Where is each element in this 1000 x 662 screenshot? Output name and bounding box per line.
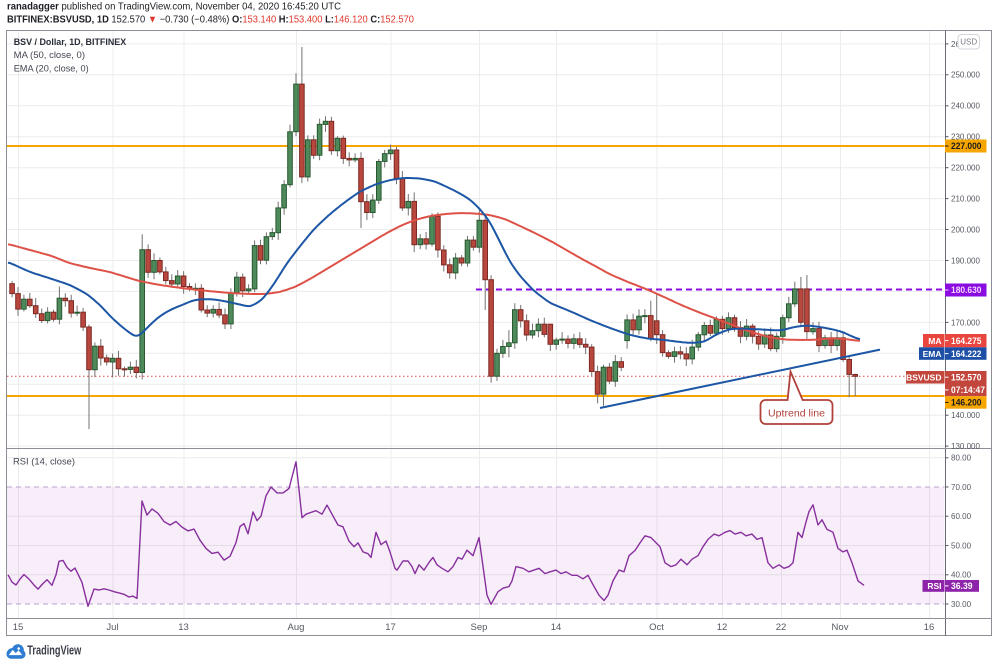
svg-text:40.00: 40.00 (951, 571, 972, 580)
svg-text:140.000: 140.000 (951, 411, 980, 420)
svg-text:22: 22 (776, 622, 787, 633)
svg-text:Oct: Oct (649, 622, 664, 633)
svg-text:RSI: RSI (927, 581, 941, 591)
svg-text:70.00: 70.00 (951, 483, 972, 492)
svg-text:BSV / Dollar, 1D, BITFINEX: BSV / Dollar, 1D, BITFINEX (14, 37, 127, 48)
svg-text:Nov: Nov (832, 622, 849, 633)
svg-text:13: 13 (178, 622, 189, 633)
svg-text:EMA (20, close, 0): EMA (20, close, 0) (14, 63, 89, 74)
svg-text:Sep: Sep (471, 622, 488, 633)
svg-text:07:14:47: 07:14:47 (951, 385, 985, 395)
svg-text:146.200: 146.200 (951, 398, 982, 408)
svg-text:250.000: 250.000 (951, 71, 980, 80)
svg-text:200.000: 200.000 (951, 225, 980, 234)
svg-text:190.000: 190.000 (951, 256, 980, 265)
svg-text:17: 17 (385, 622, 396, 633)
svg-text:170.000: 170.000 (951, 318, 980, 327)
svg-text:220.000: 220.000 (951, 164, 980, 173)
svg-text:230.000: 230.000 (951, 133, 980, 142)
svg-text:152.570: 152.570 (951, 372, 982, 382)
svg-text:12: 12 (717, 622, 728, 633)
svg-text:210.000: 210.000 (951, 195, 980, 204)
svg-text:80.00: 80.00 (951, 454, 972, 463)
svg-text:130.000: 130.000 (951, 442, 980, 451)
svg-text:14: 14 (551, 622, 562, 633)
svg-text:MA: MA (928, 336, 941, 346)
svg-text:Aug: Aug (288, 622, 305, 633)
svg-text:TradingView: TradingView (27, 643, 81, 657)
svg-text:15: 15 (13, 622, 24, 633)
svg-text:227.000: 227.000 (951, 141, 982, 151)
svg-text:Jul: Jul (106, 622, 118, 633)
svg-text:RSI (14, close): RSI (14, close) (13, 457, 75, 468)
svg-text:16: 16 (924, 622, 935, 633)
svg-text:36.39: 36.39 (951, 581, 973, 591)
svg-text:USD: USD (960, 38, 977, 47)
svg-text:240.000: 240.000 (951, 102, 980, 111)
svg-text:BSVUSD: BSVUSD (906, 372, 941, 382)
svg-text:60.00: 60.00 (951, 512, 972, 521)
svg-text:30.00: 30.00 (951, 600, 972, 609)
svg-text:MA (50, close, 0): MA (50, close, 0) (14, 50, 85, 61)
svg-text:Uptrend line: Uptrend line (768, 408, 825, 420)
svg-text:180.630: 180.630 (951, 285, 982, 295)
svg-text:164.222: 164.222 (951, 349, 982, 359)
svg-text:164.275: 164.275 (951, 336, 982, 346)
svg-text:BITFINEX:BSVUSD, 1D 152.570 ▼: BITFINEX:BSVUSD, 1D 152.570 ▼ −0.730 (−0… (7, 15, 414, 26)
svg-text:EMA: EMA (923, 349, 942, 359)
svg-text:ranadagger published on Tradin: ranadagger published on TradingView.com,… (7, 2, 341, 13)
svg-text:50.00: 50.00 (951, 541, 972, 550)
